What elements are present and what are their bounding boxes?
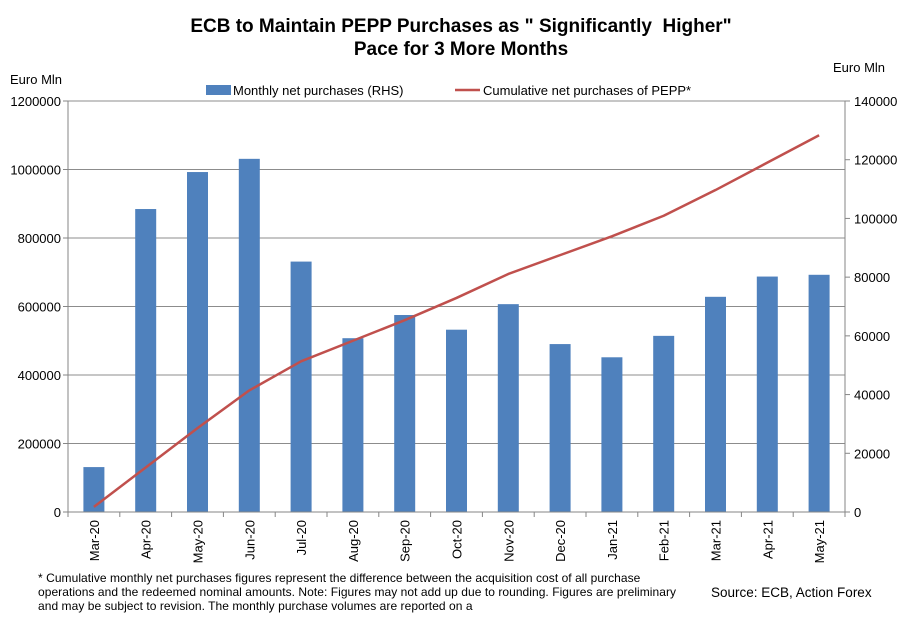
bar-dec-20 [549, 344, 571, 512]
right-tick-label: 0 [854, 505, 861, 520]
x-tick-label: Aug-20 [346, 520, 361, 562]
bar-may-21 [808, 274, 830, 512]
right-tick-label: 20000 [854, 446, 890, 461]
x-tick-label: Oct-20 [450, 520, 465, 559]
bar-nov-20 [497, 304, 519, 512]
cumulative-line [93, 134, 820, 508]
bar-mar-21 [705, 296, 726, 512]
bar-may-20 [187, 172, 208, 512]
left-axis-unit: Euro Mln [10, 72, 62, 87]
x-tick-label: Feb-21 [657, 520, 672, 561]
left-tick-label: 400000 [18, 368, 61, 383]
left-tick-label: 600000 [18, 300, 61, 315]
x-tick-label: Nov-20 [501, 520, 516, 562]
x-tick-label: Sep-20 [398, 520, 413, 562]
right-tick-label: 140000 [854, 94, 897, 109]
bar-jul-20 [290, 261, 312, 512]
x-tick-label: Jan-21 [605, 520, 620, 560]
right-tick-label: 100000 [854, 211, 897, 226]
right-tick-label: 60000 [854, 329, 890, 344]
x-axis-ticks: Mar-20 Apr-20 May-20 Jun-20 Jul-20 Aug-20 Sep-… [87, 520, 827, 563]
legend-line-label: Cumulative net purchases of PEPP* [483, 83, 691, 98]
x-tick-label: Apr-21 [760, 520, 775, 559]
legend: Monthly net purchases (RHS) Cumulative ne… [206, 83, 691, 98]
x-tick-label: May-20 [191, 520, 206, 563]
x-tick-label: Mar-21 [709, 520, 724, 561]
legend-bar-swatch [206, 85, 231, 95]
chart-title: ECB to Maintain PEPP Purchases as " Sign… [190, 16, 731, 60]
x-tick-label: Apr-20 [139, 520, 154, 559]
x-tick-label: Jun-20 [242, 520, 257, 560]
left-tick-label: 0 [54, 505, 61, 520]
bar-jun-20 [238, 158, 260, 513]
bar-oct-20 [446, 329, 467, 512]
right-axis-ticks: 0 20000 40000 60000 80000 100000 120000 140000 [845, 94, 897, 520]
chart-title-line: ECB to Maintain PEPP Purchases as " Sign… [190, 16, 731, 37]
right-axis-unit: Euro Mln [833, 60, 885, 75]
bar-sep-20 [394, 315, 416, 512]
x-tick-label: Mar-20 [87, 520, 102, 561]
line-series [93, 134, 820, 508]
x-tick-label: May-21 [812, 520, 827, 563]
left-tick-label: 1200000 [10, 94, 61, 109]
bar-aug-20 [342, 338, 364, 512]
right-tick-label: 120000 [854, 153, 897, 168]
bar-apr-20 [135, 209, 157, 512]
right-tick-label: 80000 [854, 270, 890, 285]
x-tick-label: Jul-20 [294, 520, 309, 555]
left-tick-label: 200000 [18, 437, 61, 452]
x-tick-label: Dec-20 [553, 520, 568, 562]
footnote: * Cumulative monthly net purchases figur… [38, 571, 677, 613]
left-tick-label: 1000000 [10, 163, 61, 178]
legend-bar-label: Monthly net purchases (RHS) [233, 83, 404, 98]
left-tick-label: 800000 [18, 231, 61, 246]
source-note: Source: ECB, Action Forex [711, 585, 872, 600]
bar-series [83, 158, 830, 513]
chart-title-line: Pace for 3 More Months [354, 39, 568, 60]
right-tick-label: 40000 [854, 388, 890, 403]
bar-feb-21 [653, 335, 675, 512]
left-axis-ticks: 0 200000 400000 600000 800000 1000000 1200000 [10, 94, 68, 520]
bar-jan-21 [601, 357, 623, 512]
bar-apr-21 [756, 276, 778, 512]
bar-mar-20 [83, 467, 105, 512]
